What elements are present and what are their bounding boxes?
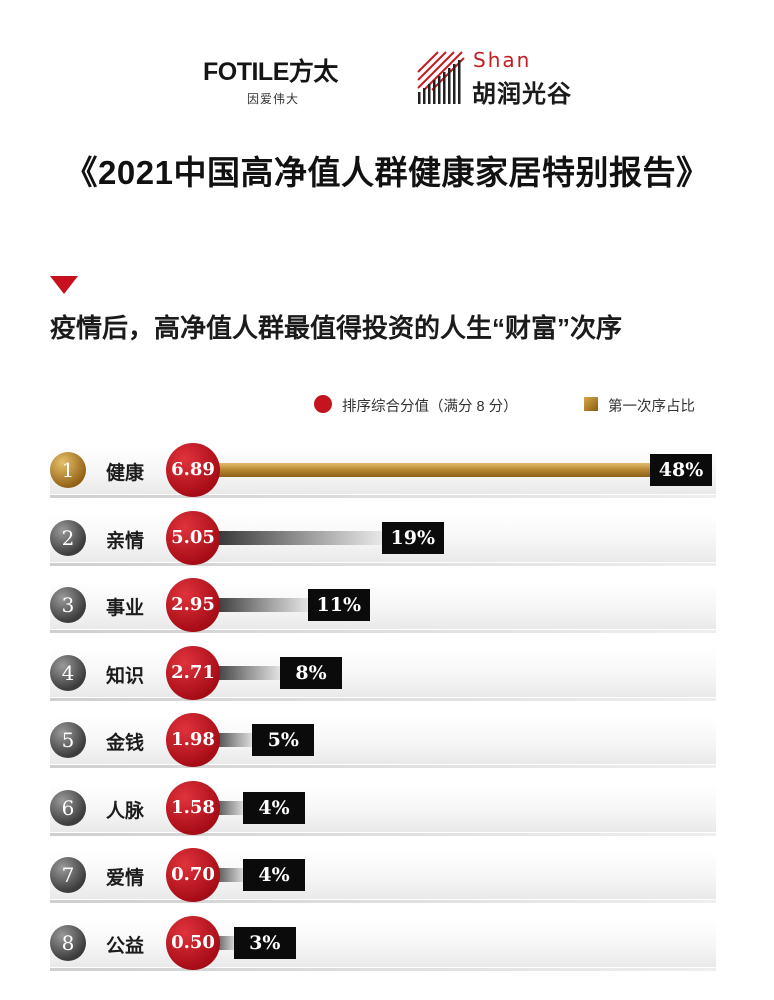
category-label: 人脉 — [106, 800, 145, 822]
rank-badge: 3 — [50, 587, 86, 623]
chart-row: 6 人脉 1.58 4% — [50, 778, 716, 838]
score-circle: 5.05 — [166, 510, 220, 565]
legend-score-marker — [314, 395, 332, 413]
row-background — [50, 716, 716, 764]
chart-row: 5 金钱 1.98 5% — [50, 710, 716, 770]
score-circle: 2.95 — [166, 578, 220, 632]
chart-row: 2 亲情 5.05 19% — [50, 508, 716, 568]
category-label: 亲情 — [106, 530, 145, 552]
chart-row: 1 健康 6.89 48% — [50, 440, 716, 500]
report-title: 《2021中国高净值人群健康家居特别报告》 — [64, 154, 710, 191]
share-bar — [210, 530, 386, 545]
rank-badge: 5 — [50, 722, 86, 758]
row-background — [50, 783, 716, 832]
score-circle: 0.70 — [166, 848, 220, 902]
chart-row: 3 事业 2.95 11% — [50, 575, 716, 635]
rank-badge: 2 — [50, 519, 86, 556]
score-circle: 2.71 — [166, 645, 220, 700]
share-data-label: 8% — [280, 656, 342, 689]
share-bar — [210, 733, 257, 747]
share-data-label: 19% — [381, 521, 444, 554]
shan-logo-en: Shan — [473, 48, 532, 72]
legend-share-label: 第一次序占比 — [608, 399, 695, 415]
share-data-label: 5% — [252, 724, 315, 756]
row-divider — [50, 900, 716, 903]
legend-score-label: 排序综合分值（满分 8 分） — [342, 399, 518, 415]
category-label: 健康 — [106, 463, 145, 484]
row-divider — [50, 630, 716, 633]
category-label: 爱情 — [106, 868, 145, 889]
share-data-label: 4% — [243, 791, 305, 824]
share-data-label: 11% — [307, 589, 370, 621]
row-background — [50, 851, 716, 899]
fotile-logo-slogan: 因爱伟大 — [247, 92, 300, 106]
row-background — [50, 918, 716, 967]
chart-row: 7 爱情 0.70 4% — [50, 845, 716, 905]
score-circle: 6.89 — [166, 443, 220, 497]
legend-share-marker — [584, 397, 598, 411]
row-background — [50, 648, 716, 697]
chart-title: 疫情后，高净值人群最值得投资的人生“财富”次序 — [50, 313, 623, 343]
share-bar — [210, 598, 312, 612]
rank-badge: 4 — [50, 654, 86, 691]
rank-badge: 7 — [50, 857, 86, 893]
share-bar — [210, 463, 654, 477]
row-divider — [50, 697, 716, 701]
fotile-logo: FOTILE方太 因爱伟大 — [203, 52, 363, 107]
row-background — [50, 581, 716, 629]
score-circle: 0.50 — [166, 915, 220, 970]
share-data-label: 4% — [243, 859, 305, 891]
category-label: 公益 — [106, 935, 145, 957]
hurun-shan-logo: Shan 胡润光谷 — [416, 48, 606, 110]
chart-row: 8 公益 0.50 3% — [50, 913, 716, 973]
share-data-label: 3% — [233, 926, 296, 959]
chart-legend: 排序综合分值（满分 8 分） 第一次序占比 — [0, 394, 774, 415]
row-divider — [50, 967, 716, 971]
score-circle: 1.98 — [166, 713, 220, 767]
rank-badge: 1 — [50, 452, 86, 488]
shan-logo-cn: 胡润光谷 — [472, 81, 572, 108]
logos-header: FOTILE方太 因爱伟大 Shan — [0, 46, 774, 116]
rank-badge: 6 — [50, 789, 86, 826]
row-divider — [50, 765, 716, 768]
category-label: 金钱 — [106, 733, 145, 754]
category-label: 知识 — [106, 665, 145, 687]
fotile-logo-name: FOTILE方太 — [203, 58, 338, 86]
row-divider — [50, 832, 716, 836]
row-divider — [50, 495, 716, 498]
rank-badge: 8 — [50, 924, 86, 961]
share-data-label: 48% — [650, 454, 712, 486]
category-label: 事业 — [106, 598, 145, 619]
share-bar — [210, 665, 284, 680]
score-circle: 1.58 — [166, 780, 220, 835]
row-divider — [50, 562, 716, 566]
chart-row: 4 知识 2.71 8% — [50, 643, 716, 703]
shan-building-icon — [417, 51, 465, 104]
section-triangle-icon — [50, 276, 78, 294]
